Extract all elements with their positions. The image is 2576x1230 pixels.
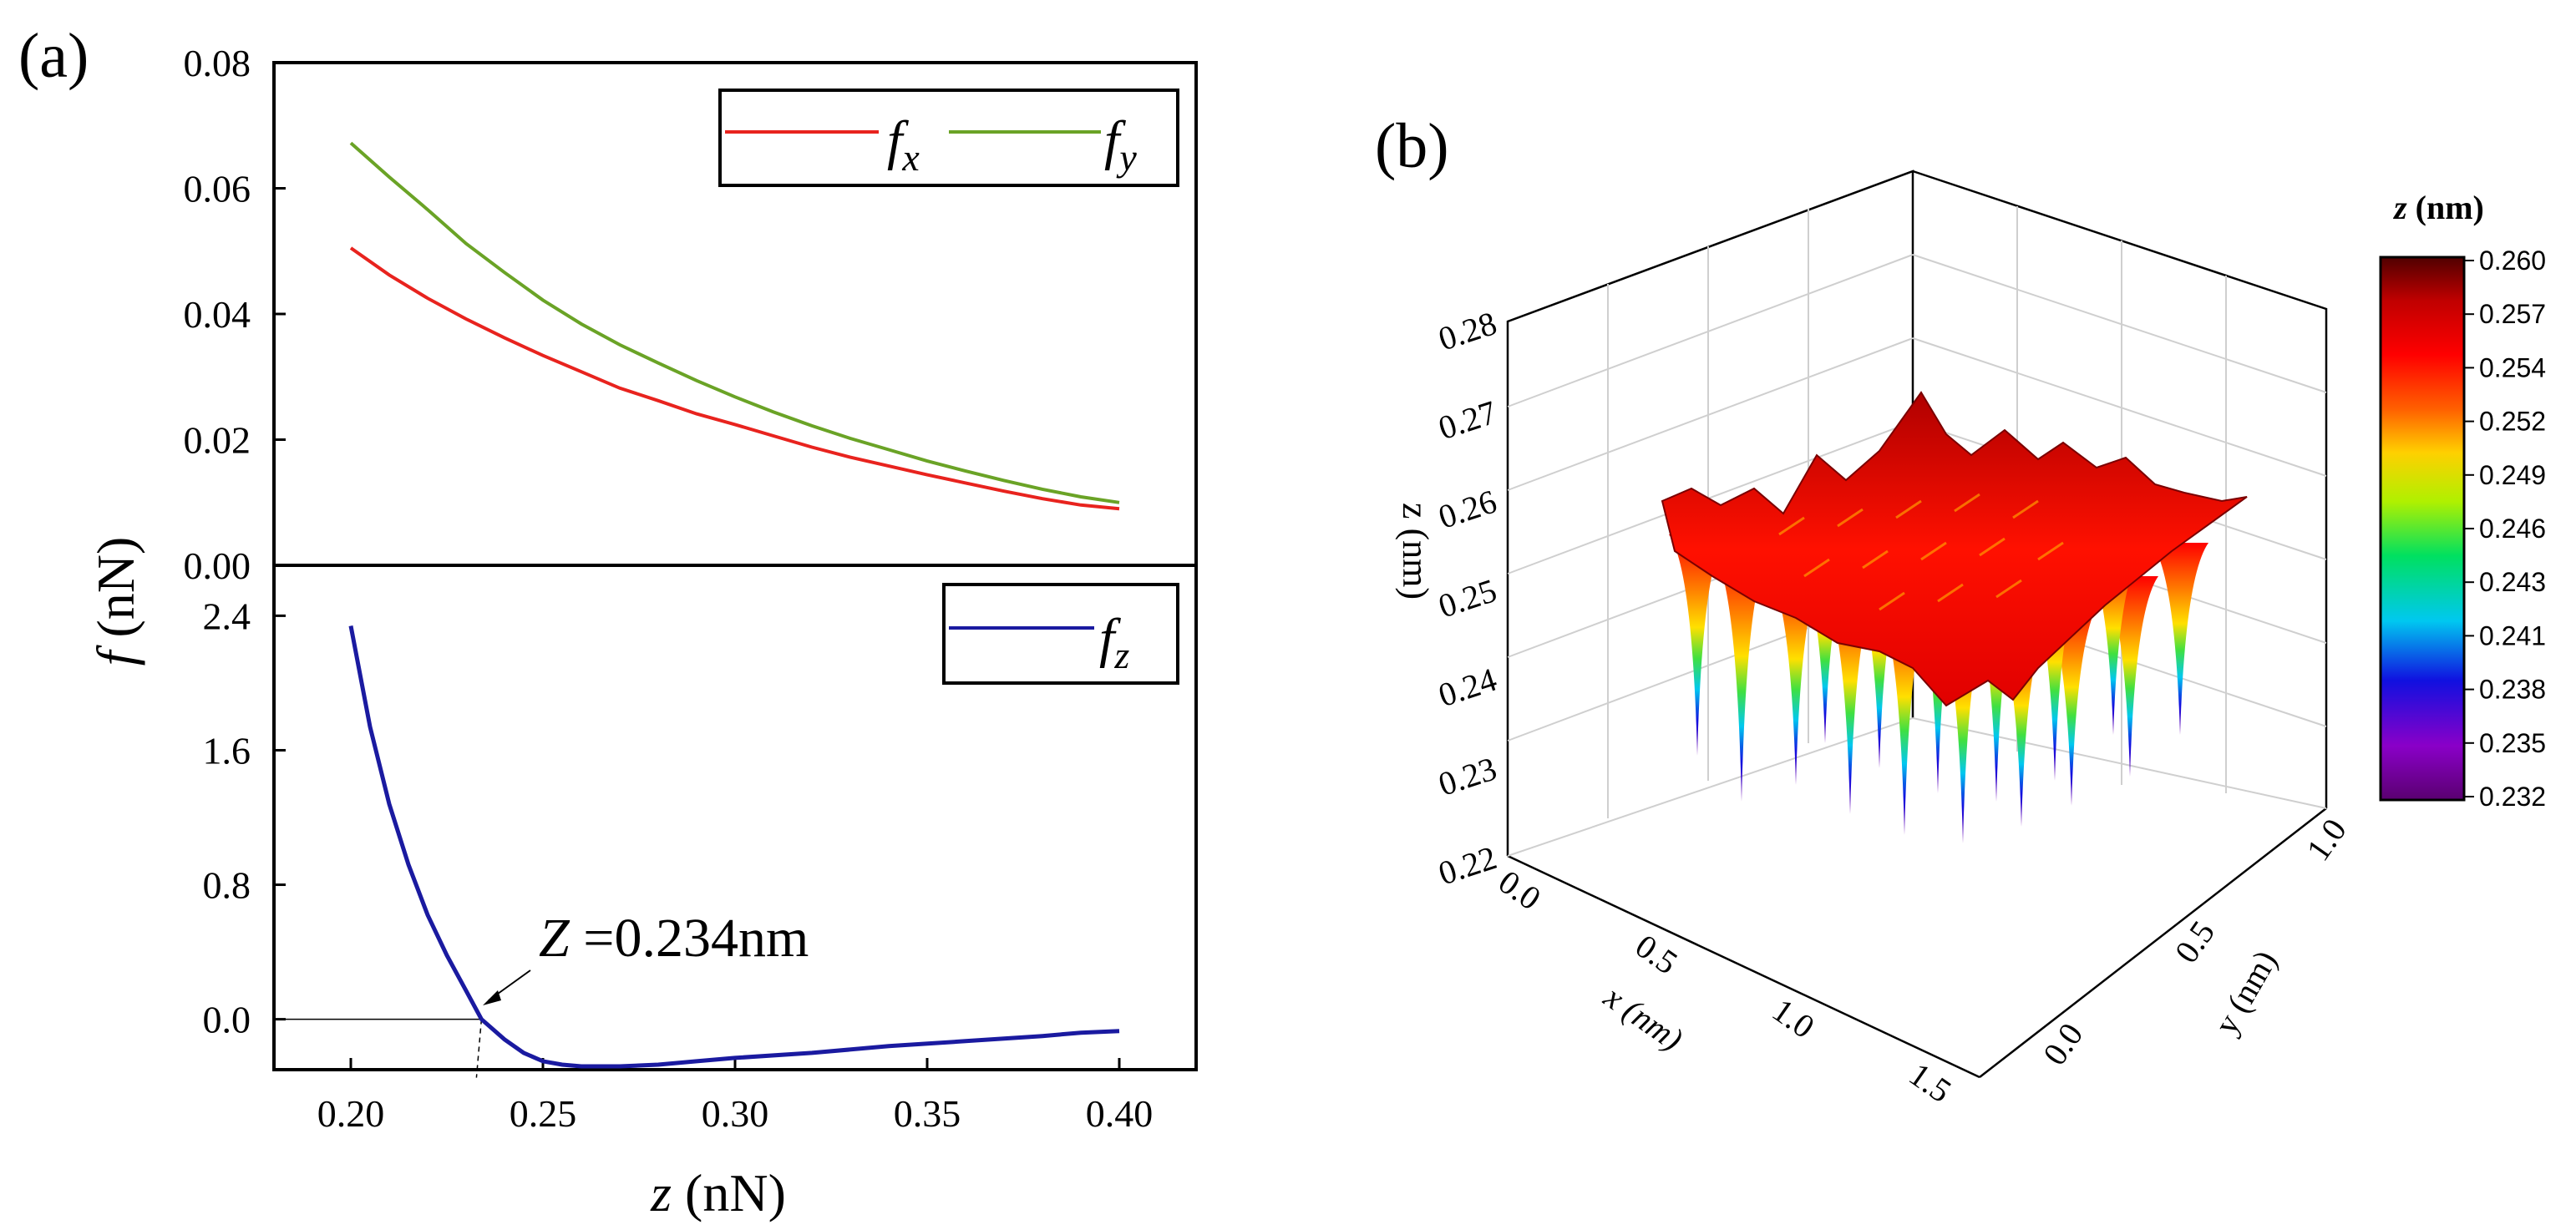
legend-fy-label: fy bbox=[1104, 110, 1137, 179]
surface-well bbox=[1968, 585, 2025, 802]
3d-z-tick-label: 0.22 bbox=[1434, 838, 1501, 892]
colorbar-tick-label: 0.257 bbox=[2479, 299, 2546, 329]
3d-y-tick-label: 0.0 bbox=[2036, 1016, 2091, 1072]
y-tick-label: 0.0 bbox=[203, 999, 251, 1041]
colorbar-title: z (nm) bbox=[2392, 189, 2484, 226]
3d-z-tick-label: 0.24 bbox=[1434, 661, 1501, 714]
series-line-fy bbox=[349, 141, 1120, 504]
colorbar-tick-label: 0.232 bbox=[2479, 782, 2546, 812]
x-tick-label: 0.20 bbox=[317, 1092, 385, 1135]
surface-well bbox=[1669, 534, 1726, 756]
panel-a-label: (a) bbox=[18, 21, 89, 91]
colorbar-ticks: 0.260 0.257 0.254 0.252 0.249 0.246 0.243 0.241… bbox=[2464, 245, 2546, 812]
surface-well bbox=[1797, 555, 1853, 743]
y-axis-label: f (nN) bbox=[86, 537, 145, 666]
surface-well bbox=[1876, 597, 1933, 835]
surface-well bbox=[2043, 601, 2100, 806]
x-tick-label: 0.40 bbox=[1086, 1092, 1154, 1135]
panel-b-label: (b) bbox=[1375, 111, 1449, 181]
colorbar-tick-label: 0.235 bbox=[2479, 728, 2546, 758]
surface-well bbox=[1713, 551, 1770, 802]
surface-well bbox=[1851, 568, 1908, 768]
surface-well bbox=[1935, 610, 1991, 843]
3d-z-tick-label: 0.27 bbox=[1434, 393, 1501, 447]
y-tick-label: 1.6 bbox=[203, 729, 251, 772]
colorbar-tick-label: 0.252 bbox=[2479, 407, 2546, 437]
y-tick-label: 0.04 bbox=[184, 293, 251, 336]
surface-well bbox=[2152, 543, 2208, 735]
colorbar-tick-label: 0.238 bbox=[2479, 675, 2546, 705]
x-axis-label: z (nN) bbox=[650, 1163, 786, 1222]
x-tick-label: 0.35 bbox=[894, 1092, 961, 1135]
3d-y-axis-label: y (nm) bbox=[2207, 944, 2284, 1040]
3d-z-tick-label: 0.25 bbox=[1434, 571, 1501, 625]
annotation-arrowhead bbox=[483, 990, 501, 1005]
y-tick-label: 0.08 bbox=[184, 42, 251, 84]
colorbar bbox=[2379, 256, 2466, 802]
y-tick-label: 0.06 bbox=[184, 168, 251, 210]
colorbar-tick-label: 0.254 bbox=[2479, 352, 2546, 382]
legend-fx-label: fx bbox=[887, 110, 920, 179]
surface-well bbox=[1822, 585, 1879, 814]
bottom-legend-box bbox=[942, 583, 1179, 685]
series-line-fz bbox=[348, 625, 1120, 1069]
colorbar-tick-label: 0.249 bbox=[2479, 460, 2546, 490]
3d-y-tick-label: 1.0 bbox=[2299, 812, 2354, 868]
colorbar-tick-label: 0.260 bbox=[2479, 245, 2546, 276]
3d-z-axis-label: z (nm) bbox=[1395, 503, 1436, 600]
colorbar-tick-label: 0.241 bbox=[2479, 620, 2546, 650]
colorbar-tick-label: 0.243 bbox=[2479, 567, 2546, 597]
3d-y-ticks: 0.0 0.5 1.0 bbox=[2036, 812, 2354, 1071]
3d-x-axis-label: x (nm) bbox=[1597, 977, 1690, 1058]
intersection-drop-line bbox=[475, 1019, 483, 1078]
y-tick-label: 0.00 bbox=[184, 544, 251, 587]
surface-well bbox=[2026, 576, 2083, 781]
3d-z-tick-label: 0.28 bbox=[1434, 304, 1501, 357]
surface-highlights bbox=[1778, 493, 2064, 611]
surface-well bbox=[1993, 618, 2050, 827]
3d-z-ticks: 0.22 0.23 0.24 0.25 0.26 0.27 0.28 bbox=[1434, 304, 1501, 892]
3d-x-ticks: 0.00.51.01.5 bbox=[1492, 863, 1958, 1110]
3d-z-tick-label: 0.23 bbox=[1434, 749, 1501, 802]
legend-fz-label: fz bbox=[1099, 608, 1129, 676]
x-tick-label: 0.25 bbox=[510, 1092, 577, 1135]
surface-well bbox=[1767, 568, 1824, 785]
y-tick-label: 0.8 bbox=[203, 864, 251, 907]
y-tick-label: 0.02 bbox=[184, 419, 251, 462]
surface-spikes bbox=[1669, 534, 2208, 843]
bottom-y-ticks: 0.0 0.8 1.6 2.4 bbox=[203, 595, 286, 1041]
x-tick-label: 0.30 bbox=[702, 1092, 769, 1135]
series-line-fx bbox=[349, 246, 1120, 511]
surface-well bbox=[2085, 551, 2142, 735]
top-legend-box bbox=[718, 89, 1179, 187]
surface-top bbox=[1661, 391, 2248, 707]
x-ticks: 0.20 0.25 0.30 0.35 0.40 bbox=[317, 1058, 1154, 1135]
colorbar-tick-label: 0.246 bbox=[2479, 514, 2546, 544]
y-tick-label: 2.4 bbox=[203, 595, 251, 637]
surface-well bbox=[2102, 576, 2158, 777]
3d-y-tick-label: 0.5 bbox=[2168, 914, 2223, 970]
3d-z-tick-label: 0.26 bbox=[1434, 482, 1501, 535]
top-y-ticks: 0.00 0.02 0.04 0.06 0.08 bbox=[184, 42, 286, 587]
annotation-text: Z =0.234nm bbox=[539, 908, 809, 969]
